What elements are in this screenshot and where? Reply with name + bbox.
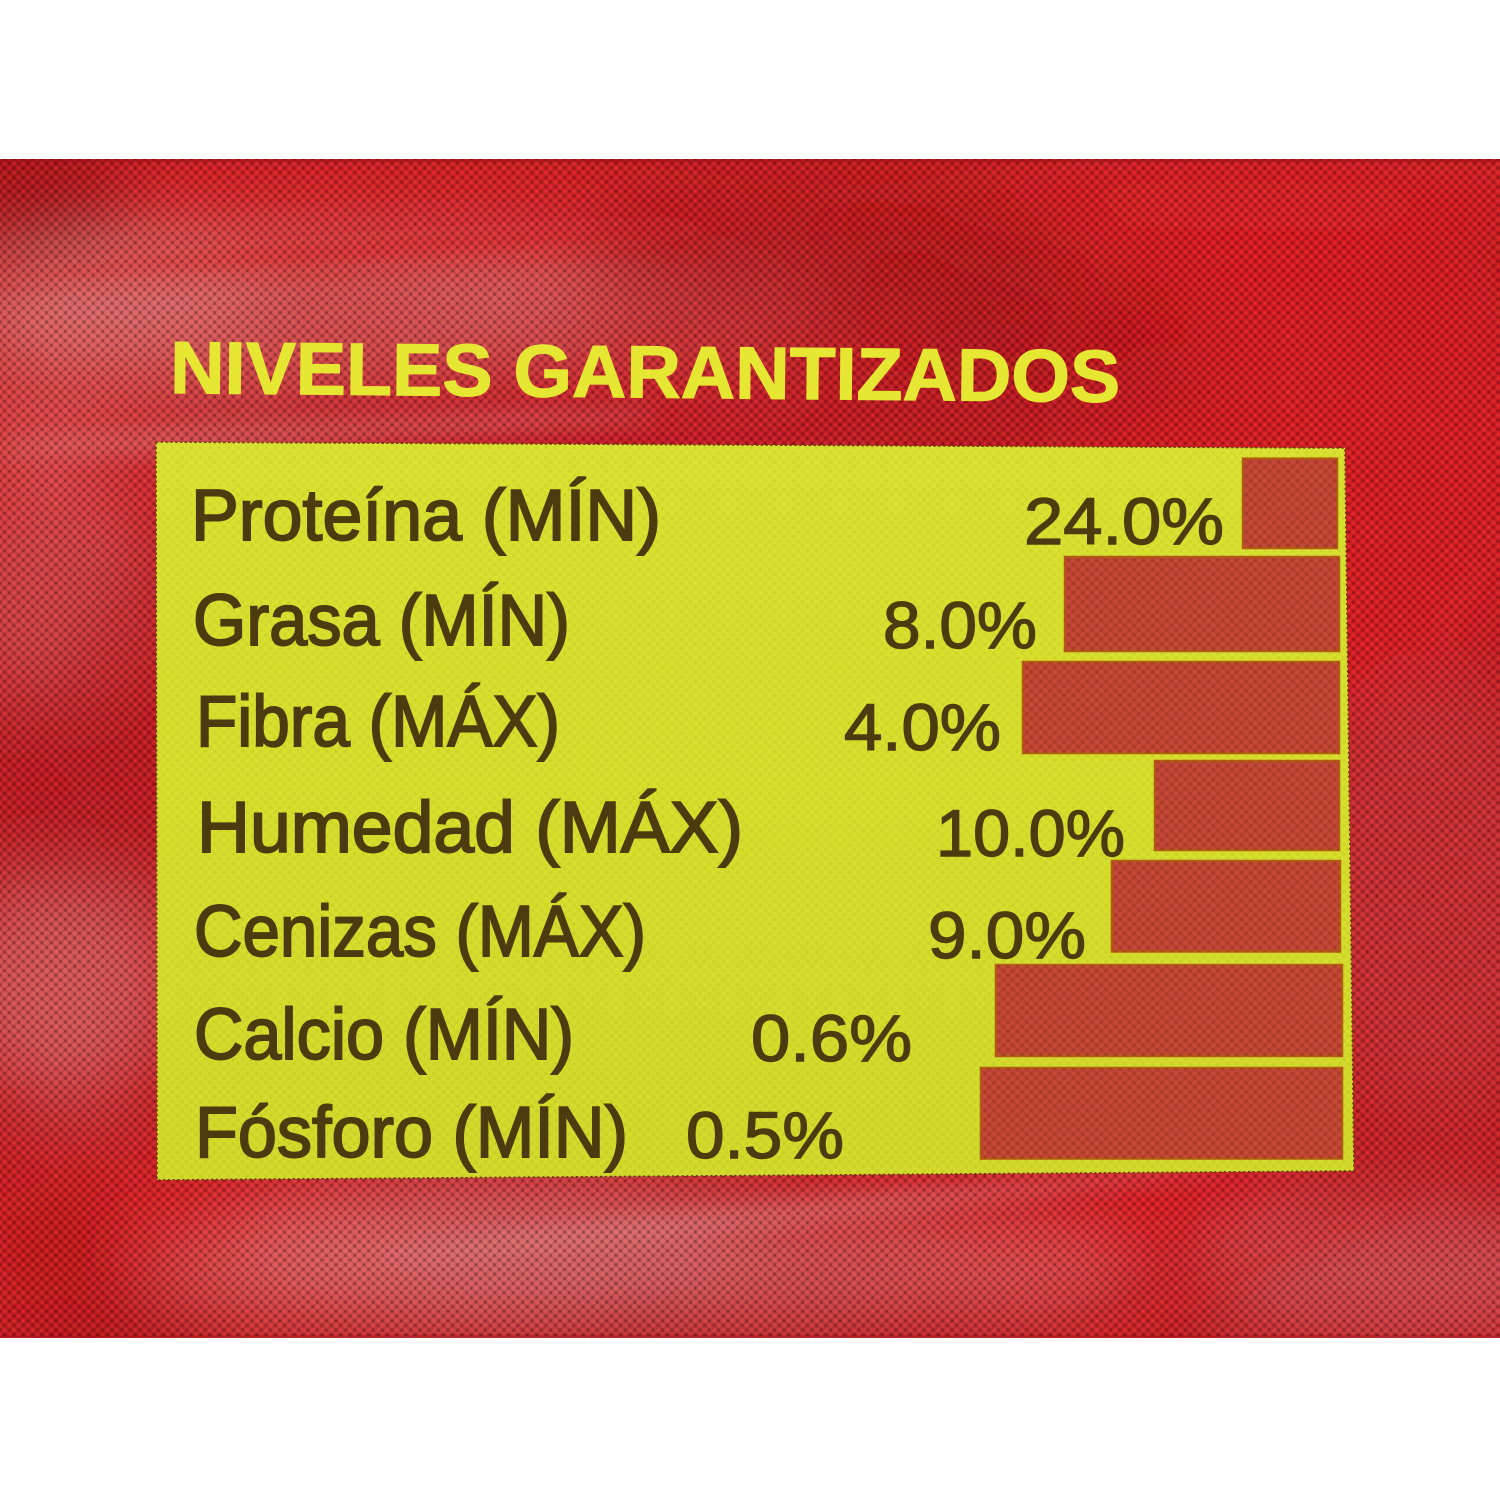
svg-text:Humedad (MÁX): Humedad (MÁX) <box>197 788 743 868</box>
svg-text:24.0%: 24.0% <box>1024 484 1224 558</box>
svg-text:Fibra (MÁX): Fibra (MÁX) <box>196 682 560 762</box>
svg-text:10.0%: 10.0% <box>936 796 1125 870</box>
svg-text:0.5%: 0.5% <box>686 1098 844 1172</box>
svg-text:9.0%: 9.0% <box>928 898 1086 972</box>
svg-text:Fósforo (MÍN): Fósforo (MÍN) <box>195 1093 628 1173</box>
svg-text:NIVELES GARANTIZADOS: NIVELES GARANTIZADOS <box>170 327 1121 418</box>
svg-text:Proteína (MÍN): Proteína (MÍN) <box>191 476 661 556</box>
svg-text:4.0%: 4.0% <box>844 690 1001 764</box>
svg-text:Grasa (MÍN): Grasa (MÍN) <box>193 581 570 661</box>
svg-text:Cenizas (MÁX): Cenizas (MÁX) <box>194 892 646 972</box>
svg-text:0.6%: 0.6% <box>751 1001 912 1075</box>
svg-text:Calcio (MÍN): Calcio (MÍN) <box>194 995 574 1075</box>
svg-text:8.0%: 8.0% <box>883 588 1037 662</box>
